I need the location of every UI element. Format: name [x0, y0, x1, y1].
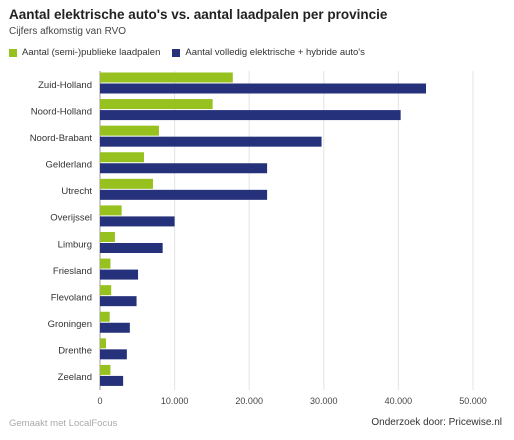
- bar-autos: [100, 163, 268, 174]
- bar-autos: [100, 296, 137, 307]
- x-tick-label: 30.000: [310, 396, 338, 406]
- category-label: Utrecht: [61, 186, 92, 197]
- category-label: Gelderland: [46, 160, 92, 171]
- x-tick-label: 20.000: [235, 396, 263, 406]
- legend-item-autos: Aantal volledig elektrische + hybride au…: [172, 47, 365, 58]
- bar-autos: [100, 110, 401, 121]
- bar-laadpalen: [100, 152, 145, 163]
- category-label: Zuid-Holland: [38, 80, 92, 91]
- chart-title: Aantal elektrische auto's vs. aantal laa…: [9, 7, 388, 22]
- bar-autos: [100, 322, 130, 333]
- chart-subtitle: Cijfers afkomstig van RVO: [9, 26, 127, 37]
- bar-laadpalen: [100, 205, 122, 216]
- bar-laadpalen: [100, 285, 112, 296]
- category-label: Groningen: [48, 319, 92, 330]
- category-label: Drenthe: [58, 346, 92, 357]
- category-label: Limburg: [58, 239, 92, 250]
- legend-swatch-laadpalen: [9, 48, 17, 57]
- category-label: Overijssel: [50, 213, 92, 224]
- bar-laadpalen: [100, 178, 153, 189]
- x-tick-label: 0: [97, 396, 102, 406]
- x-tick-label: 40.000: [385, 396, 413, 406]
- legend-label-laadpalen: Aantal (semi-)publieke laadpalen: [22, 47, 161, 58]
- bar-laadpalen: [100, 125, 159, 136]
- bar-autos: [100, 83, 427, 94]
- x-tick-label: 10.000: [161, 396, 189, 406]
- bar-autos: [100, 349, 127, 360]
- bar-laadpalen: [100, 72, 233, 83]
- category-label: Flevoland: [51, 292, 92, 303]
- legend-item-laadpalen: Aantal (semi-)publieke laadpalen: [9, 47, 160, 58]
- category-label: Friesland: [53, 266, 92, 277]
- bar-autos: [100, 189, 268, 200]
- chart-legend: Aantal (semi-)publieke laadpalen Aantal …: [9, 47, 377, 58]
- legend-swatch-autos: [172, 48, 181, 57]
- footer-credit: Gemaakt met LocalFocus: [9, 418, 118, 429]
- bar-autos: [100, 136, 322, 147]
- bar-autos: [100, 375, 124, 386]
- bar-laadpalen: [100, 338, 106, 349]
- bar-laadpalen: [100, 232, 115, 242]
- category-label: Noord-Brabant: [30, 133, 93, 144]
- legend-label-autos: Aantal volledig elektrische + hybride au…: [185, 47, 365, 58]
- footer-source: Onderzoek door: Pricewise.nl: [371, 417, 502, 428]
- bar-laadpalen: [100, 258, 111, 269]
- bar-laadpalen: [100, 364, 111, 375]
- bar-autos: [100, 243, 163, 253]
- category-label: Zeeland: [58, 372, 92, 383]
- bar-laadpalen: [100, 99, 213, 110]
- bar-autos: [100, 269, 139, 280]
- x-tick-label: 50.000: [459, 396, 487, 406]
- bar-chart: 0 10.000 20.000 30.000 40.000 50.000 Zuid-Holl…: [30, 71, 487, 406]
- bar-autos: [100, 216, 175, 227]
- bar-laadpalen: [100, 311, 110, 322]
- category-label: Noord-Holland: [31, 106, 92, 117]
